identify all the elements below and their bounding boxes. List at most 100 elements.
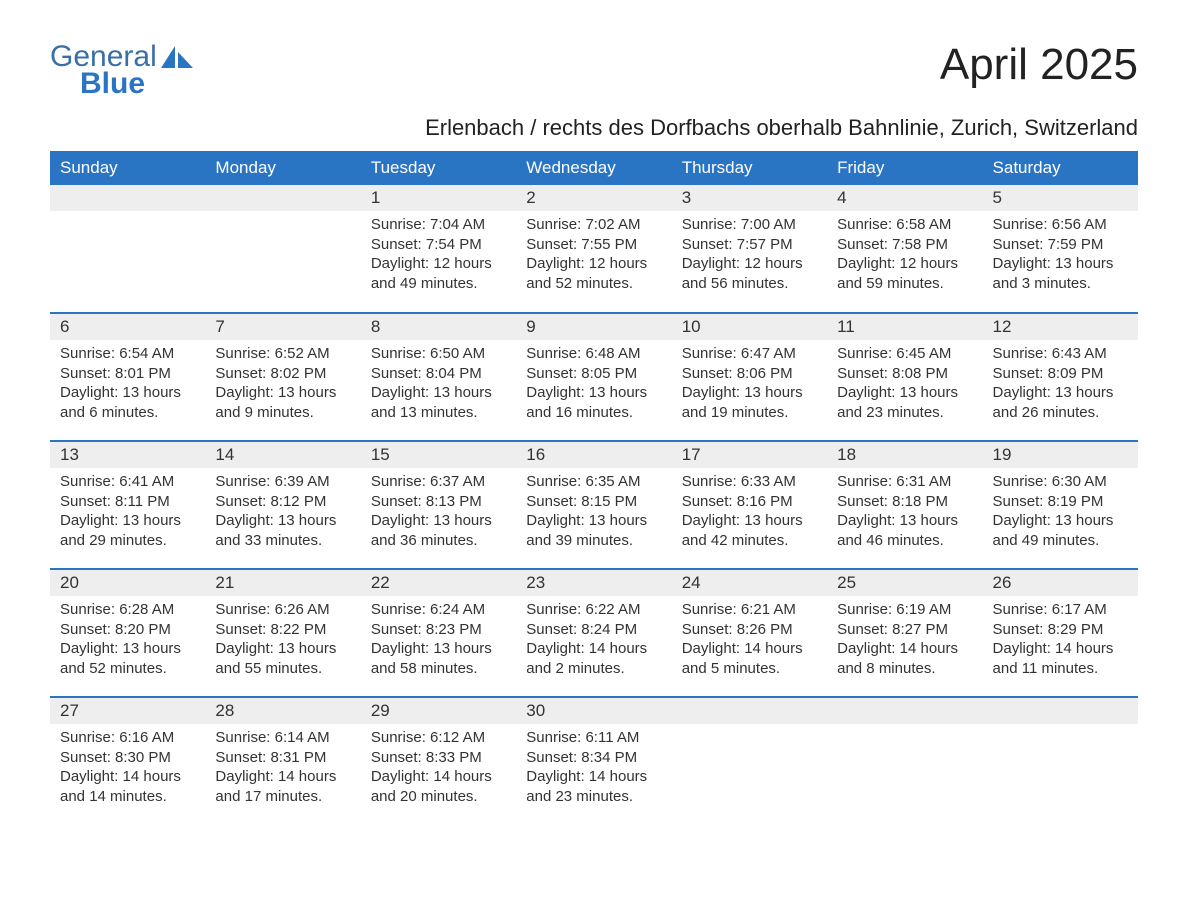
- day-number: 13: [50, 442, 205, 468]
- sunrise-text: Sunrise: 7:00 AM: [682, 215, 817, 235]
- day-number: 8: [361, 314, 516, 340]
- sunrise-text: Sunrise: 6:24 AM: [371, 600, 506, 620]
- sunset-text: Sunset: 8:02 PM: [215, 364, 350, 384]
- day-details: Sunrise: 6:33 AMSunset: 8:16 PMDaylight:…: [672, 468, 827, 558]
- calendar-cell: [827, 697, 982, 825]
- day-details: Sunrise: 6:37 AMSunset: 8:13 PMDaylight:…: [361, 468, 516, 558]
- calendar-table: SundayMondayTuesdayWednesdayThursdayFrid…: [50, 151, 1138, 825]
- daylight-text: Daylight: 13 hours and 26 minutes.: [993, 383, 1128, 422]
- sunset-text: Sunset: 8:27 PM: [837, 620, 972, 640]
- calendar-cell: 1Sunrise: 7:04 AMSunset: 7:54 PMDaylight…: [361, 185, 516, 313]
- calendar-cell: [205, 185, 360, 313]
- header-row: General Blue April 2025: [50, 40, 1138, 101]
- calendar-cell: 26Sunrise: 6:17 AMSunset: 8:29 PMDayligh…: [983, 569, 1138, 697]
- day-number: [205, 185, 360, 211]
- sunset-text: Sunset: 8:15 PM: [526, 492, 661, 512]
- day-details: Sunrise: 6:56 AMSunset: 7:59 PMDaylight:…: [983, 211, 1138, 301]
- sunrise-text: Sunrise: 6:33 AM: [682, 472, 817, 492]
- daylight-text: Daylight: 14 hours and 5 minutes.: [682, 639, 817, 678]
- brand-word2: Blue: [80, 67, 195, 101]
- sunset-text: Sunset: 8:04 PM: [371, 364, 506, 384]
- day-details: Sunrise: 6:21 AMSunset: 8:26 PMDaylight:…: [672, 596, 827, 686]
- day-number: 16: [516, 442, 671, 468]
- day-details: [672, 724, 827, 736]
- calendar-cell: 2Sunrise: 7:02 AMSunset: 7:55 PMDaylight…: [516, 185, 671, 313]
- calendar-cell: 30Sunrise: 6:11 AMSunset: 8:34 PMDayligh…: [516, 697, 671, 825]
- day-number: [672, 698, 827, 724]
- calendar-cell: [50, 185, 205, 313]
- calendar-week: 27Sunrise: 6:16 AMSunset: 8:30 PMDayligh…: [50, 697, 1138, 825]
- day-number: 14: [205, 442, 360, 468]
- weekday-header: Tuesday: [361, 151, 516, 185]
- day-number: 19: [983, 442, 1138, 468]
- daylight-text: Daylight: 13 hours and 29 minutes.: [60, 511, 195, 550]
- daylight-text: Daylight: 13 hours and 13 minutes.: [371, 383, 506, 422]
- sunrise-text: Sunrise: 6:50 AM: [371, 344, 506, 364]
- weekday-header: Sunday: [50, 151, 205, 185]
- sunrise-text: Sunrise: 6:54 AM: [60, 344, 195, 364]
- sunrise-text: Sunrise: 7:02 AM: [526, 215, 661, 235]
- sunset-text: Sunset: 7:54 PM: [371, 235, 506, 255]
- calendar-cell: [672, 697, 827, 825]
- day-number: 26: [983, 570, 1138, 596]
- daylight-text: Daylight: 14 hours and 14 minutes.: [60, 767, 195, 806]
- calendar-cell: 15Sunrise: 6:37 AMSunset: 8:13 PMDayligh…: [361, 441, 516, 569]
- sunrise-text: Sunrise: 6:17 AM: [993, 600, 1128, 620]
- calendar-cell: 23Sunrise: 6:22 AMSunset: 8:24 PMDayligh…: [516, 569, 671, 697]
- sunset-text: Sunset: 8:26 PM: [682, 620, 817, 640]
- sunset-text: Sunset: 7:57 PM: [682, 235, 817, 255]
- daylight-text: Daylight: 13 hours and 52 minutes.: [60, 639, 195, 678]
- calendar-cell: 8 Sunrise: 6:50 AMSunset: 8:04 PMDaylight…: [361, 313, 516, 441]
- sunrise-text: Sunrise: 6:16 AM: [60, 728, 195, 748]
- daylight-text: Daylight: 14 hours and 11 minutes.: [993, 639, 1128, 678]
- sunset-text: Sunset: 8:13 PM: [371, 492, 506, 512]
- day-number: 2: [516, 185, 671, 211]
- sunrise-text: Sunrise: 6:56 AM: [993, 215, 1128, 235]
- day-details: [827, 724, 982, 736]
- sunrise-text: Sunrise: 6:35 AM: [526, 472, 661, 492]
- calendar-cell: 10Sunrise: 6:47 AMSunset: 8:06 PMDayligh…: [672, 313, 827, 441]
- calendar-cell: 13Sunrise: 6:41 AMSunset: 8:11 PMDayligh…: [50, 441, 205, 569]
- day-details: Sunrise: 7:02 AMSunset: 7:55 PMDaylight:…: [516, 211, 671, 301]
- sunrise-text: Sunrise: 7:04 AM: [371, 215, 506, 235]
- day-details: Sunrise: 6:11 AMSunset: 8:34 PMDaylight:…: [516, 724, 671, 814]
- day-details: Sunrise: 6:12 AMSunset: 8:33 PMDaylight:…: [361, 724, 516, 814]
- calendar-cell: 7Sunrise: 6:52 AMSunset: 8:02 PMDaylight…: [205, 313, 360, 441]
- day-details: Sunrise: 6:47 AMSunset: 8:06 PMDaylight:…: [672, 340, 827, 430]
- weekday-header: Friday: [827, 151, 982, 185]
- sunrise-text: Sunrise: 6:21 AM: [682, 600, 817, 620]
- sunrise-text: Sunrise: 6:37 AM: [371, 472, 506, 492]
- day-details: Sunrise: 7:04 AMSunset: 7:54 PMDaylight:…: [361, 211, 516, 301]
- sunset-text: Sunset: 8:22 PM: [215, 620, 350, 640]
- day-number: 9: [516, 314, 671, 340]
- day-number: 4: [827, 185, 982, 211]
- day-details: Sunrise: 6:30 AMSunset: 8:19 PMDaylight:…: [983, 468, 1138, 558]
- calendar-cell: 21Sunrise: 6:26 AMSunset: 8:22 PMDayligh…: [205, 569, 360, 697]
- calendar-week: 20Sunrise: 6:28 AMSunset: 8:20 PMDayligh…: [50, 569, 1138, 697]
- day-details: [50, 211, 205, 223]
- calendar-body: 1Sunrise: 7:04 AMSunset: 7:54 PMDaylight…: [50, 185, 1138, 825]
- sunset-text: Sunset: 8:19 PM: [993, 492, 1128, 512]
- sunrise-text: Sunrise: 6:39 AM: [215, 472, 350, 492]
- month-title: April 2025: [940, 40, 1138, 90]
- sunrise-text: Sunrise: 6:11 AM: [526, 728, 661, 748]
- sunrise-text: Sunrise: 6:14 AM: [215, 728, 350, 748]
- sunset-text: Sunset: 8:08 PM: [837, 364, 972, 384]
- sunrise-text: Sunrise: 6:28 AM: [60, 600, 195, 620]
- day-details: Sunrise: 6:41 AMSunset: 8:11 PMDaylight:…: [50, 468, 205, 558]
- calendar-header: SundayMondayTuesdayWednesdayThursdayFrid…: [50, 151, 1138, 185]
- daylight-text: Daylight: 13 hours and 6 minutes.: [60, 383, 195, 422]
- day-number: 12: [983, 314, 1138, 340]
- sunrise-text: Sunrise: 6:58 AM: [837, 215, 972, 235]
- sunset-text: Sunset: 8:09 PM: [993, 364, 1128, 384]
- daylight-text: Daylight: 13 hours and 42 minutes.: [682, 511, 817, 550]
- calendar-cell: 17Sunrise: 6:33 AMSunset: 8:16 PMDayligh…: [672, 441, 827, 569]
- sunrise-text: Sunrise: 6:47 AM: [682, 344, 817, 364]
- day-number: 20: [50, 570, 205, 596]
- day-number: 24: [672, 570, 827, 596]
- daylight-text: Daylight: 13 hours and 9 minutes.: [215, 383, 350, 422]
- calendar-cell: 25Sunrise: 6:19 AMSunset: 8:27 PMDayligh…: [827, 569, 982, 697]
- day-number: 27: [50, 698, 205, 724]
- daylight-text: Daylight: 14 hours and 2 minutes.: [526, 639, 661, 678]
- location-subtitle: Erlenbach / rechts des Dorfbachs oberhal…: [50, 115, 1138, 141]
